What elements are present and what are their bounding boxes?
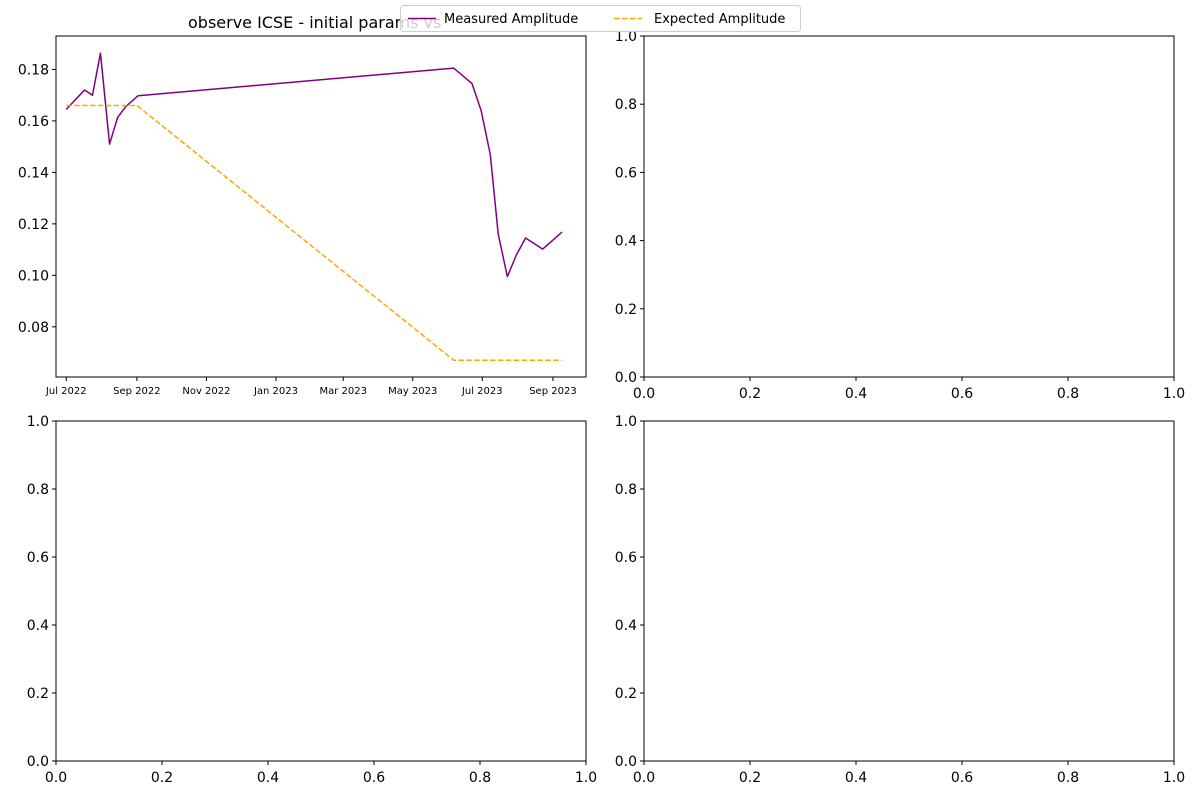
y-tick-label: 0.4 [27,618,49,634]
x-tick-label: 0.6 [363,770,385,786]
legend-label: Measured Amplitude [444,12,578,27]
y-tick-label: 0.2 [615,686,637,702]
x-tick-label: 0.8 [469,770,491,786]
x-tick-label: Sep 2023 [529,386,576,397]
x-tick-label: 0.2 [151,770,173,786]
y-tick-label: 0.18 [18,62,49,78]
subplot-top-left: Jul 2022 Sep 2022 Nov 2022 Jan 2023 Mar 2023… [18,13,587,397]
x-tick-label: 0.8 [1057,386,1079,402]
x-tick-label: 0.0 [633,386,655,402]
series-line-expected-amplitude [66,104,563,362]
y-tick-label: 0.6 [615,165,637,181]
axes-frame [643,420,1175,762]
subplot-bottom-left: 0.0 0.2 0.4 0.6 0.8 1.0 0.0 0.2 0.4 0.6 0.8 1.0 [27,414,597,786]
y-tick-label: 0.0 [615,370,637,386]
y-tick-label: 0.8 [27,482,49,498]
axes-frame [55,35,587,378]
series-group [65,52,563,362]
x-tick-label: Nov 2022 [182,386,230,397]
x-tick-label: 0.6 [951,386,973,402]
chart-title: observe ICSE - initial params vs [188,13,441,32]
x-tick-label: 0.2 [739,770,761,786]
x-tick-label: 0.0 [633,770,655,786]
x-tick-label: 1.0 [1163,386,1185,402]
y-tick-label: 0.0 [615,754,637,770]
y-tick-label: 0.6 [615,550,637,566]
axes-frame [643,35,1175,378]
y-tick-label: 0.10 [18,268,49,284]
x-tick-label: May 2023 [388,386,437,397]
x-tick-label: 1.0 [1163,770,1185,786]
x-tick-label: 0.4 [845,770,867,786]
legend: Measured Amplitude Expected Amplitude [400,5,801,32]
x-tick-label: 0.2 [739,386,761,402]
y-tick-label: 0.2 [27,686,49,702]
subplot-bottom-right: 0.0 0.2 0.4 0.6 0.8 1.0 0.0 0.2 0.4 0.6 0.8 1.0 [615,414,1185,786]
y-tick-label: 0.12 [18,217,49,233]
x-tick-label: 0.6 [951,770,973,786]
legend-box [400,5,801,32]
y-tick-label: 0.2 [615,302,637,318]
legend-label: Expected Amplitude [654,12,785,27]
y-tick-label: 0.4 [615,234,637,250]
x-tick-label: Sep 2022 [113,386,160,397]
y-tick-label: 0.0 [27,754,49,770]
y-tick-label: 1.0 [615,414,637,430]
subplot-top-right: 0.0 0.2 0.4 0.6 0.8 1.0 0.0 0.2 0.4 0.6 0.8 1.0 [615,29,1185,402]
y-tick-label: 1.0 [615,29,637,45]
series-line-measured-amplitude [65,52,563,278]
x-tick-label: 1.0 [575,770,597,786]
y-tick-label: 0.14 [18,165,49,181]
y-tick-label: 0.6 [27,550,49,566]
x-tick-label: 0.0 [45,770,67,786]
y-tick-label: 0.4 [615,618,637,634]
x-tick-label: Mar 2023 [319,386,367,397]
axes-layer: Jul 2022 Sep 2022 Nov 2022 Jan 2023 Mar 2023… [18,13,1185,786]
y-tick-label: 1.0 [27,414,49,430]
x-tick-label: Jan 2023 [253,386,298,397]
y-tick-label: 0.16 [18,114,49,130]
y-tick-label: 0.8 [615,97,637,113]
x-tick-label: 0.8 [1057,770,1079,786]
axes-frame [55,420,587,762]
x-tick-label: Jul 2022 [45,386,87,397]
y-tick-label: 0.08 [18,320,49,336]
x-tick-label: 0.4 [845,386,867,402]
x-tick-label: Jul 2023 [461,386,503,397]
x-tick-label: 0.4 [257,770,279,786]
y-tick-label: 0.8 [615,482,637,498]
